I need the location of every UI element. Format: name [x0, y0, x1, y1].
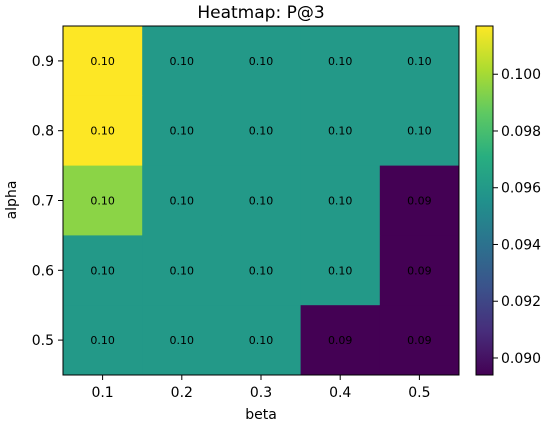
- cell-value-label: 0.09: [407, 334, 432, 347]
- cell-value-label: 0.09: [407, 264, 432, 277]
- cell-value-label: 0.10: [90, 55, 115, 68]
- cell-value-label: 0.09: [407, 195, 432, 208]
- cell-value-label: 0.10: [249, 334, 274, 347]
- colorbar-tick-label: 0.092: [501, 294, 541, 310]
- chart-title: Heatmap: P@3: [197, 3, 324, 23]
- cell-value-label: 0.10: [170, 264, 195, 277]
- colorbar-tick-label: 0.094: [501, 237, 541, 253]
- colorbar-tick-label: 0.096: [501, 181, 541, 197]
- heatmap-cell: [142, 95, 222, 167]
- heatmap-cell: [221, 95, 302, 167]
- heatmap-cell: [300, 235, 381, 306]
- heatmap-cell-labels: 0.10 0.10 0.10 0.10 0.10 0.10 0.10 0.10 0.10 0.10…: [90, 55, 431, 347]
- heatmap-cell: [221, 235, 302, 306]
- x-tick-label: 0.3: [250, 385, 272, 401]
- heatmap-cell: [63, 95, 143, 167]
- x-axis-ticks: 0.1 0.2 0.3 0.4 0.5: [91, 375, 431, 401]
- x-axis-label: beta: [245, 407, 277, 423]
- cell-value-label: 0.10: [90, 334, 115, 347]
- cell-value-label: 0.09: [328, 334, 353, 347]
- colorbar-tick-label: 0.090: [501, 351, 541, 367]
- cell-value-label: 0.10: [170, 125, 195, 138]
- x-tick-label: 0.2: [171, 385, 193, 401]
- x-tick-label: 0.5: [408, 385, 430, 401]
- heatmap-cell: [300, 305, 381, 376]
- cell-value-label: 0.10: [170, 55, 195, 68]
- x-tick-label: 0.4: [329, 385, 351, 401]
- colorbar: [475, 25, 494, 376]
- y-axis-ticks: 0.9 0.8 0.7 0.6 0.5: [32, 54, 63, 349]
- y-tick-label: 0.7: [32, 194, 54, 210]
- y-tick-label: 0.5: [32, 333, 54, 349]
- heatmap-cell: [379, 95, 460, 167]
- colorbar-tick-label: 0.098: [501, 124, 541, 140]
- cell-value-label: 0.10: [328, 55, 353, 68]
- y-tick-label: 0.6: [32, 263, 54, 279]
- cell-value-label: 0.10: [407, 55, 432, 68]
- heatmap-cell: [63, 235, 143, 306]
- cell-value-label: 0.10: [249, 125, 274, 138]
- heatmap-cell: [142, 235, 222, 306]
- heatmap-cell: [63, 26, 143, 97]
- heatmap-cell: [63, 305, 143, 376]
- cell-value-label: 0.10: [328, 264, 353, 277]
- heatmap-cell: [63, 165, 143, 236]
- heatmap-cell: [142, 26, 222, 97]
- cell-value-label: 0.10: [170, 195, 195, 208]
- cell-value-label: 0.10: [249, 264, 274, 277]
- heatmap-cell: [221, 305, 302, 376]
- heatmap-cells: [63, 26, 460, 376]
- heatmap-cell: [379, 165, 460, 236]
- heatmap-cell: [300, 26, 381, 97]
- heatmap-cell: [142, 165, 222, 236]
- heatmap-cell: [379, 26, 460, 97]
- y-tick-label: 0.9: [32, 54, 54, 70]
- cell-value-label: 0.10: [328, 195, 353, 208]
- heatmap-cell: [221, 165, 302, 236]
- cell-value-label: 0.10: [90, 125, 115, 138]
- cell-value-label: 0.10: [90, 195, 115, 208]
- x-tick-label: 0.1: [91, 385, 113, 401]
- cell-value-label: 0.10: [170, 334, 195, 347]
- cell-value-label: 0.10: [407, 125, 432, 138]
- heatmap-cell: [300, 165, 381, 236]
- cell-value-label: 0.10: [249, 195, 274, 208]
- y-axis-label: alpha: [4, 181, 20, 220]
- heatmap-cell: [142, 305, 222, 376]
- heatmap-cell: [300, 95, 381, 167]
- colorbar-tick-label: 0.100: [501, 67, 541, 83]
- heatmap-cell: [221, 26, 302, 97]
- heatmap-cell: [379, 305, 460, 376]
- y-tick-label: 0.8: [32, 124, 54, 140]
- colorbar-ticks: 0.090 0.092 0.094 0.096 0.098 0.100: [493, 67, 541, 367]
- cell-value-label: 0.10: [249, 55, 274, 68]
- cell-value-label: 0.10: [328, 125, 353, 138]
- cell-value-label: 0.10: [90, 264, 115, 277]
- heatmap-cell: [379, 235, 460, 306]
